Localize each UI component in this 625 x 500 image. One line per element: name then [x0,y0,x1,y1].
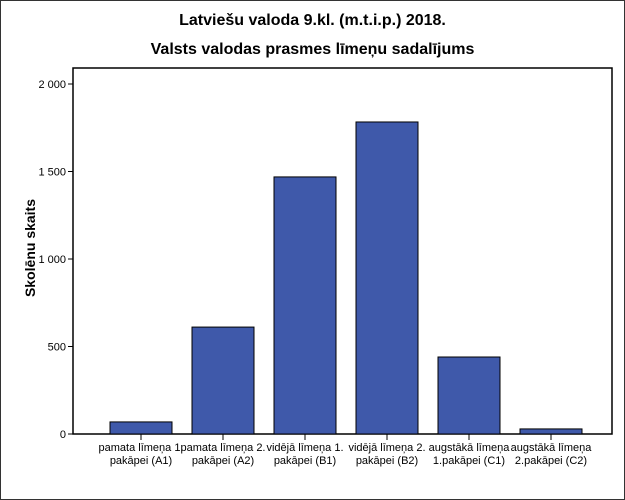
x-tick-label: augstākā līmeņa [511,442,593,454]
y-tick-label: 500 [48,342,66,354]
x-tick-label: pakāpei (A2) [192,455,254,467]
bar [519,428,583,435]
y-tick-label: 1 000 [38,254,66,266]
x-tick-label: pakāpei (B1) [274,455,336,467]
bar [109,421,173,435]
bar [355,121,419,435]
chart-title: Latviešu valoda 9.kl. (m.t.i.p.) 2018. [179,12,446,29]
chart-subtitle: Valsts valodas prasmes līmeņu sadalījums [150,41,475,58]
x-tick-label: vidējā līmeņa 2. [348,442,425,454]
x-tick-label: pakāpei (B2) [356,455,418,467]
plot-area [72,67,613,435]
x-tick-label: 1.pakāpei (C1) [433,455,505,467]
y-tick-label: 2 000 [38,79,66,91]
bar [273,176,337,435]
x-tick-label: pakāpei (A1) [110,455,172,467]
y-tick-label: 0 [60,429,66,441]
x-tick-label: pamata līmeņa 2. [181,442,266,454]
x-tick-label: augstākā līmeņa [429,442,511,454]
x-tick-label: vidējā līmeņa 1. [266,442,343,454]
bar [437,356,501,435]
x-tick-label: 2.pakāpei (C2) [515,455,587,467]
y-tick-label: 1 500 [38,167,66,179]
x-tick-label: pamata līmeņa 1. [99,442,184,454]
bar [191,326,255,435]
